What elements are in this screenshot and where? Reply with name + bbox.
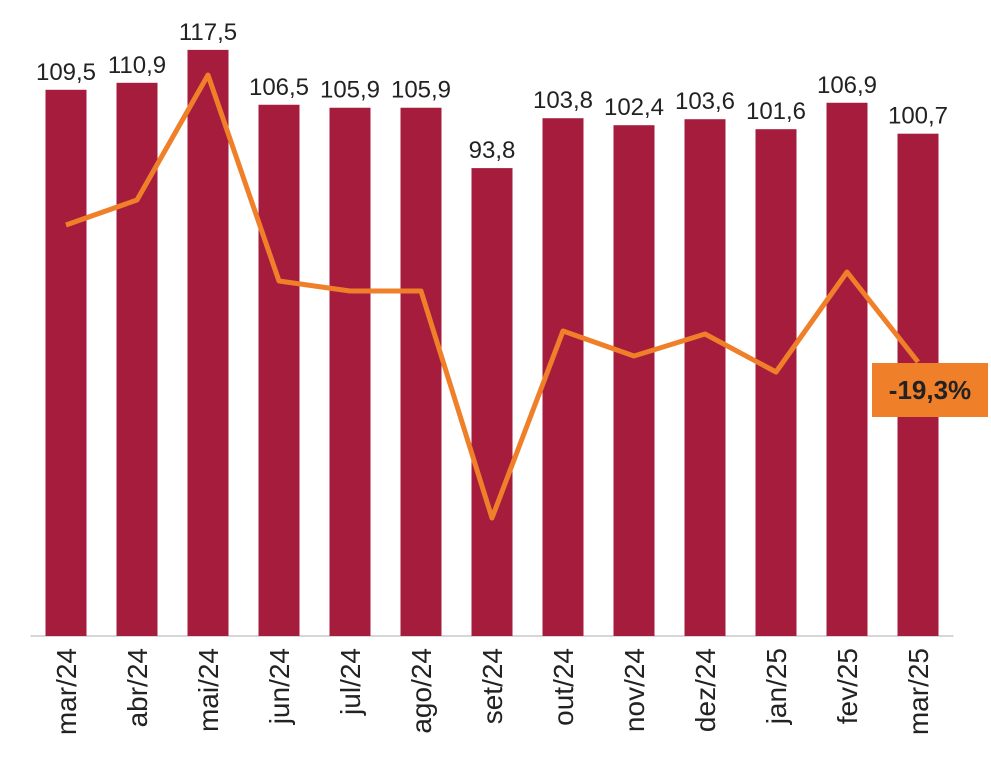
bar [116, 82, 158, 637]
bar [826, 102, 868, 637]
bar [258, 104, 300, 637]
data-label: 106,5 [249, 74, 309, 101]
data-label: 100,7 [888, 103, 948, 130]
data-label: 110,9 [108, 52, 166, 79]
x-tick-label: jul/24 [335, 648, 366, 716]
x-tick-label: mai/24 [193, 648, 224, 732]
x-tick-label: jan/25 [761, 648, 792, 725]
bar [613, 125, 655, 636]
bar [471, 168, 513, 637]
x-tick-label: out/24 [548, 648, 579, 726]
data-label: 105,9 [320, 77, 380, 104]
data-label: 93,8 [469, 137, 516, 164]
bar [400, 107, 442, 637]
annotation-label: -19,3% [889, 375, 971, 405]
bar [755, 129, 797, 636]
x-tick-label: dez/24 [690, 648, 721, 732]
bar [45, 89, 87, 637]
data-label: 102,4 [604, 94, 664, 121]
bar [187, 49, 229, 637]
x-tick-label: nov/24 [619, 648, 650, 732]
line [65, 72, 920, 521]
x-tick-label: fev/25 [832, 648, 863, 724]
data-label: 106,9 [817, 72, 877, 99]
bar [542, 118, 584, 636]
data-label: 109,5 [36, 59, 96, 86]
x-tick-label: abr/24 [122, 648, 153, 727]
bar [684, 119, 726, 637]
bar [329, 107, 371, 637]
data-label: 105,9 [391, 77, 451, 104]
data-label: 103,6 [675, 88, 735, 115]
data-label: 103,8 [533, 87, 593, 114]
data-label: 117,5 [179, 19, 237, 46]
x-tick-label: set/24 [477, 648, 508, 724]
x-tick-label: jun/24 [264, 648, 295, 725]
annotation-box [872, 363, 988, 417]
x-tick-label: mar/24 [51, 648, 82, 735]
data-label: 101,6 [746, 98, 806, 125]
x-tick-label: mar/25 [903, 648, 934, 735]
x-tick-label: ago/24 [406, 648, 437, 734]
